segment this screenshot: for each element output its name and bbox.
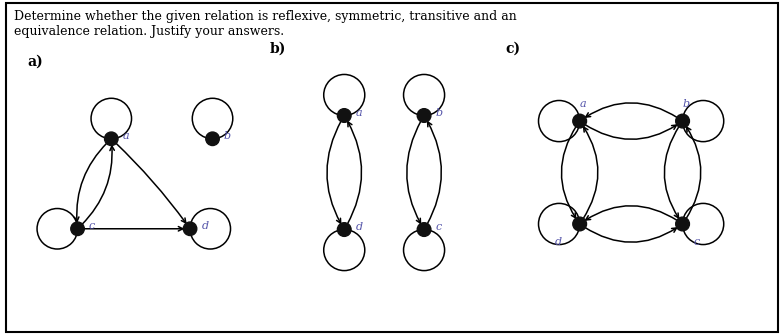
- Circle shape: [676, 114, 689, 128]
- Circle shape: [417, 223, 431, 237]
- Text: Determine whether the given relation is reflexive, symmetric, transitive and an
: Determine whether the given relation is …: [14, 10, 517, 38]
- Circle shape: [337, 223, 351, 237]
- Text: d: d: [554, 237, 561, 247]
- Text: b: b: [683, 99, 690, 109]
- Text: c: c: [435, 221, 441, 231]
- Text: a: a: [122, 131, 129, 141]
- Circle shape: [417, 109, 431, 122]
- Text: c): c): [506, 42, 521, 56]
- Circle shape: [104, 132, 118, 145]
- Text: a: a: [579, 99, 586, 109]
- Circle shape: [676, 217, 689, 231]
- Circle shape: [337, 109, 351, 122]
- Text: b): b): [270, 42, 286, 56]
- Text: c: c: [694, 237, 700, 247]
- Circle shape: [205, 132, 220, 145]
- Text: c: c: [89, 221, 95, 231]
- Text: b: b: [435, 108, 443, 118]
- Circle shape: [71, 222, 85, 236]
- Text: d: d: [201, 221, 209, 231]
- Text: a: a: [356, 108, 362, 118]
- Circle shape: [183, 222, 197, 236]
- Text: b: b: [223, 131, 231, 141]
- Text: d: d: [356, 221, 363, 231]
- Circle shape: [573, 217, 586, 231]
- Text: a): a): [27, 55, 42, 69]
- Circle shape: [573, 114, 586, 128]
